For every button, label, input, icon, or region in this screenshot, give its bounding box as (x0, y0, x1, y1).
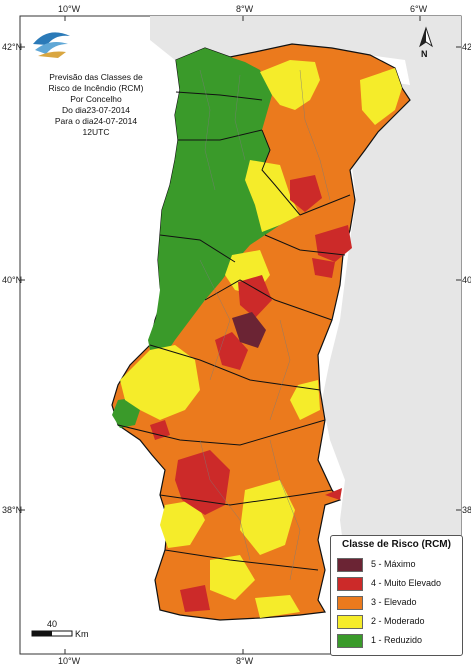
legend-label: 1 - Reduzido (371, 635, 423, 645)
legend-item-reduzido: 1 - Reduzido (337, 633, 461, 650)
map-title-line-2: Risco de Incêndio (RCM) (48, 83, 144, 93)
scale-bar (31, 630, 73, 637)
legend-label: 4 - Muito Elevado (371, 578, 442, 588)
spain-land (150, 16, 461, 654)
map-title-line-5: Para o dia24-07-2014 (54, 116, 138, 126)
legend-swatch (337, 615, 363, 629)
lon-tick-top-2: 6°W (410, 4, 428, 14)
region-moderado-sw (160, 500, 205, 548)
legend-swatch (337, 558, 363, 572)
region-reduzido-north (148, 48, 300, 360)
lat-tick-left-1: 40°N (2, 275, 22, 285)
region-moderado-northeast (360, 68, 402, 125)
region-muito-elevado-border (325, 488, 342, 500)
lat-tick-left-2: 38°N (2, 505, 22, 515)
legend-swatch (337, 577, 363, 591)
region-muito-elevado-south (180, 585, 210, 612)
region-reduzido-coast (112, 398, 140, 428)
scale-value: 40 (47, 619, 58, 629)
legend: Classe de Risco (RCM) 5 - Máximo 4 - Mui… (330, 535, 463, 656)
legend-item-moderado: 2 - Moderado (337, 614, 461, 631)
region-muito-elevado-tomar (215, 332, 248, 370)
legend-title: Classe de Risco (RCM) (342, 539, 451, 550)
legend-item-muito-elevado: 4 - Muito Elevado (337, 576, 461, 593)
map-title-line-3: Por Concelho (70, 94, 122, 104)
north-label: N (421, 49, 428, 59)
region-muito-elevado-lisbon (150, 420, 170, 440)
region-muito-elevado-east (312, 258, 335, 278)
lat-tick-left-0: 42°N (2, 42, 22, 52)
region-maximo-centre (232, 312, 266, 348)
legend-swatch (337, 596, 363, 610)
legend-item-elevado: 3 - Elevado (337, 595, 461, 612)
lon-tick-top-1: 8°W (236, 4, 254, 14)
region-moderado-east (290, 380, 320, 420)
map-title-line-4: Do dia23-07-2014 (61, 105, 131, 115)
legend-swatch (337, 634, 363, 648)
region-muito-elevado-centre (238, 275, 272, 318)
scale-unit: Km (75, 629, 89, 639)
region-muito-elevado-ne (290, 175, 322, 212)
lat-tick-right-2: 38°N (462, 505, 471, 515)
lon-tick-top-0: 10°W (58, 4, 81, 14)
region-moderado-algarve (255, 595, 300, 618)
region-moderado-tondela (245, 160, 300, 232)
lat-tick-right-1: 40°N (462, 275, 471, 285)
legend-label: 3 - Elevado (371, 597, 417, 607)
ipma-logo-icon (33, 32, 70, 58)
region-moderado-north (260, 60, 320, 110)
map-title-line-1: Previsão das Classes de (49, 72, 143, 82)
lon-tick-bottom-1: 8°W (236, 656, 254, 666)
lon-tick-bottom-0: 10°W (58, 656, 81, 666)
region-moderado-south (210, 555, 255, 600)
map-title-line-6: 12UTC (82, 127, 110, 137)
lat-tick-right-0: 42°N (462, 42, 471, 52)
legend-item-maximo: 5 - Máximo (337, 557, 461, 574)
legend-label: 2 - Moderado (371, 616, 425, 626)
north-arrow-icon (419, 26, 433, 48)
legend-label: 5 - Máximo (371, 559, 416, 569)
region-moderado-alentejo (240, 480, 295, 555)
region-moderado-west (120, 345, 200, 420)
